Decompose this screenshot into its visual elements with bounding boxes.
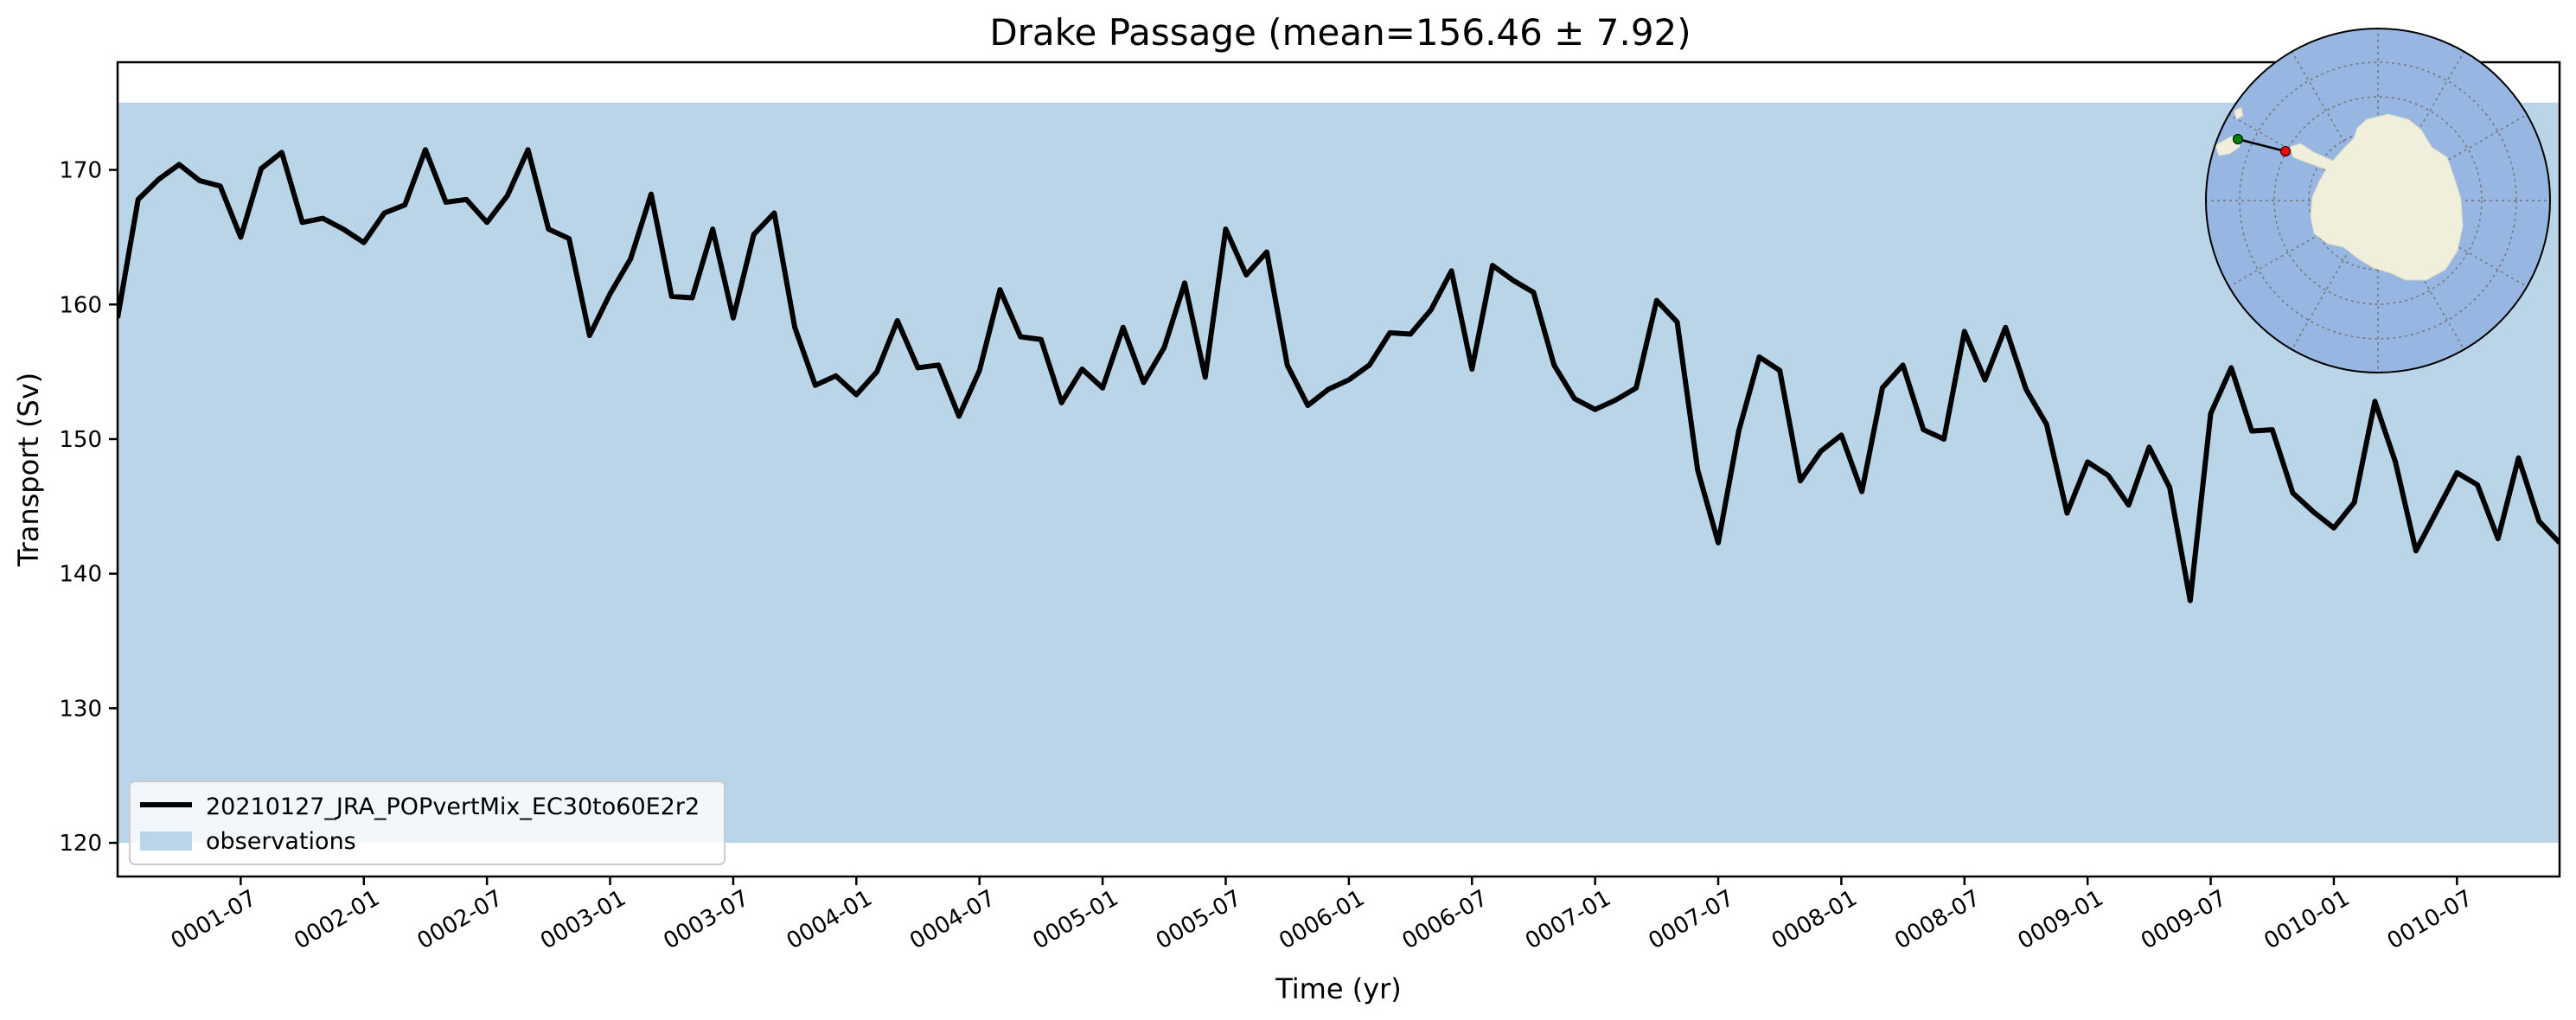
x-tick-label: 0004-07: [905, 885, 1000, 954]
legend-swatch-observations: [140, 832, 192, 851]
x-tick-label: 0009-07: [2137, 885, 2231, 954]
x-tick-label: 0008-01: [1767, 885, 1862, 954]
y-tick-label: 130: [59, 696, 102, 722]
map-outline: [2205, 28, 2551, 373]
x-axis-label: Time (yr): [1275, 972, 1402, 1005]
x-tick-label: 0010-01: [2260, 885, 2354, 954]
x-tick-label: 0010-07: [2383, 885, 2477, 954]
x-tick-label: 0004-01: [783, 885, 877, 954]
antarctica-landmass: [2289, 113, 2464, 281]
legend-box: [129, 781, 725, 865]
x-axis: 0001-07 0002-01 0002-07 0003-01 0003-07 0004-…: [167, 877, 2477, 954]
x-tick-label: 0002-01: [290, 885, 384, 954]
transect-start-marker: [2233, 134, 2243, 144]
x-tick-label: 0009-01: [2014, 885, 2108, 954]
legend: 20210127_JRA_POPvertMix_EC30to60E2r2 obs…: [129, 781, 725, 865]
x-tick-label: 0005-07: [1152, 885, 1246, 954]
inset-map: [2205, 28, 2551, 373]
plot-frame: [116, 61, 2561, 878]
x-tick-label: 0005-01: [1029, 885, 1123, 954]
y-axis: 120 130 140 150 160 170: [59, 158, 118, 857]
y-tick-label: 120: [59, 831, 102, 857]
y-tick-label: 170: [59, 158, 102, 184]
x-tick-label: 0007-01: [1521, 885, 1615, 954]
x-tick-label: 0006-01: [1275, 885, 1369, 954]
legend-label-series: 20210127_JRA_POPvertMix_EC30to60E2r2: [206, 794, 700, 820]
chart-title: Drake Passage (mean=156.46 ± 7.92): [989, 11, 1691, 54]
observations-band: [118, 102, 2560, 844]
y-tick-label: 160: [59, 292, 102, 318]
transect-end-marker: [2280, 146, 2291, 156]
transect-line: [2237, 137, 2286, 153]
x-tick-label: 0003-01: [536, 885, 630, 954]
south-america-islands: [2234, 106, 2244, 120]
x-tick-label: 0007-07: [1644, 885, 1738, 954]
y-tick-label: 150: [59, 427, 102, 453]
series-line: [118, 147, 2560, 603]
x-tick-label: 0002-07: [413, 885, 508, 954]
x-tick-label: 0001-07: [167, 885, 261, 954]
y-axis-label: Transport (Sv): [12, 373, 45, 568]
x-tick-label: 0006-07: [1398, 885, 1493, 954]
x-tick-label: 0008-07: [1890, 885, 1985, 954]
legend-label-observations: observations: [206, 828, 356, 855]
x-tick-label: 0003-07: [659, 885, 753, 954]
y-tick-label: 140: [59, 562, 102, 588]
